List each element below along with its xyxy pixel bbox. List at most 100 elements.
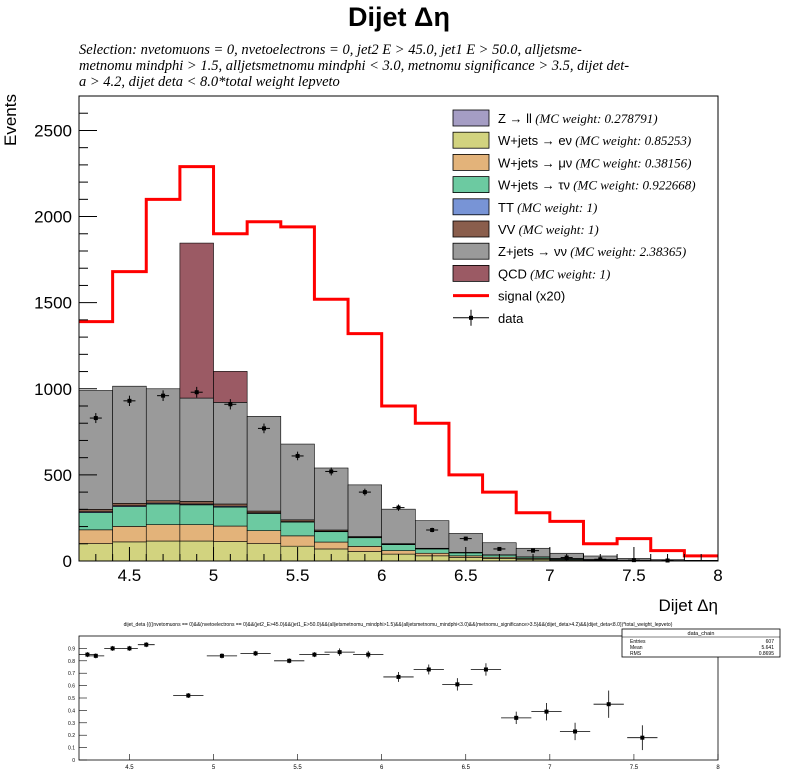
ratio-point [544,709,549,714]
legend-entry: Z → ll (MC weight: 0.278791) [498,111,658,126]
legend-swatch-wmunu [452,153,490,171]
ratio-y-tick-label: 0.1 [68,746,75,752]
legend-weight: (MC weight: 1) [515,222,598,237]
page-title: Dijet Δη [348,2,450,32]
data-point [295,453,300,458]
data-point [430,528,435,532]
x-tick-label: 6.5 [454,566,478,585]
legend-swatch-tt [452,198,490,216]
bar-vv [179,501,214,505]
bar-wtaunu [246,513,282,531]
bar-wmunu [280,535,315,547]
bar-wtaunu [280,521,315,537]
ratio-point [606,702,611,707]
legend-entry: data [498,311,524,326]
bar-wtaunu [179,504,214,525]
bar-znunu [145,388,181,502]
ratio-x-tick-label: 4.5 [125,765,134,771]
y-tick-label: 2000 [34,208,72,227]
x-tick-label: 7.5 [622,566,646,585]
bar-wtaunu [381,544,416,551]
bar-wmunu [381,550,416,555]
ratio-point [337,650,342,655]
main-histogram: 0 500 1000 1500 2000 2500 4.5 5 5.5 6 6.5 7 7.5 8 Dije… [1,94,723,615]
ratio-point [186,693,191,698]
stats-label: Mean [630,645,643,651]
bar-wtaunu [347,537,382,547]
ratio-point [396,674,401,679]
stats-value: 5.641 [761,645,774,651]
legend-swatch-data-dot [469,315,473,320]
bar-wmunu [314,541,349,550]
legend-entry: QCD (MC weight: 1) [498,266,610,281]
legend-swatch-vv [452,220,490,238]
ratio-point [514,715,519,720]
legend-label: Z+jets → νν [498,244,567,259]
x-axis-label: Dijet Δη [658,596,718,615]
ratio-point [219,653,224,658]
x-tick-label: 4.5 [118,566,142,585]
bar-wtaunu [213,506,248,527]
ratio-x-tick-label: 5 [212,765,216,771]
legend-label: signal (x20) [498,289,565,304]
ratio-point [287,658,292,663]
legend-weight: (MC weight: 0.85253) [572,133,691,148]
bar-wmunu [112,526,147,543]
x-tick-label: 7 [545,566,554,585]
data-point [396,505,401,510]
bar-vv [112,503,147,507]
ratio-point [483,667,488,672]
data-point [362,490,367,495]
data-point [161,393,166,398]
legend-swatch-wtaunu [452,176,490,194]
legend-label: W+jets → μν [498,155,572,170]
ratio-y-tick-label: 0.4 [68,708,75,714]
legend-weight: (MC weight: 2.38365) [567,244,686,259]
ratio-y-tick-label: 0.2 [68,733,75,739]
signal-line [79,165,718,558]
ratio-x-tick-label: 6 [380,765,384,771]
legend-entry: VV (MC weight: 1) [498,222,599,237]
ratio-point [93,653,98,658]
ratio-point [366,652,371,657]
selection-line: metnomu mindphi > 1.5, alljetsmetnomu mi… [79,58,630,74]
legend-entry: W+jets → τν (MC weight: 0.922668) [498,178,696,193]
selection-line: a > 4.2, dijet deta < 8.0*total weight l… [79,74,340,90]
data-point [497,546,502,551]
ratio-title: dijet_deta {(((nvetomuons == 0)&&(nvetoe… [124,622,673,628]
data-point [531,548,536,553]
legend-label: Z → ll [498,111,532,126]
ratio-point [110,646,115,651]
bar-znunu [381,508,416,544]
ratio-y-tick-label: 0.3 [68,721,75,727]
legend-label: W+jets → τν [498,178,570,193]
legend-entry: TT (MC weight: 1) [498,200,597,215]
ratio-point [144,642,149,647]
y-tick-label: 1500 [34,294,72,313]
legend-label: VV [498,222,516,237]
bar-wmunu [347,546,382,552]
stats-header: data_chain [688,631,715,637]
bar-qcd [179,242,214,399]
y-tick-label: 1000 [34,380,72,399]
ratio-y-tick-label: 0.9 [68,646,75,652]
bar-znunu [415,520,450,549]
legend-swatch-wenu [452,131,490,149]
legend-entry: W+jets → μν (MC weight: 0.38156) [498,155,691,170]
stats-box [621,628,781,658]
legend-label: TT [498,200,514,215]
ratio-point [426,667,431,672]
legend-weight: (MC weight: 0.38156) [572,155,691,170]
stats-value: 0.8695 [759,651,775,657]
bar-vv [145,500,181,504]
stats-value: 607 [766,639,775,645]
y-tick-label: 500 [44,466,72,485]
ratio-point [253,651,258,656]
legend-swatch-zll [452,109,490,127]
x-tick-label: 5 [209,566,218,585]
ratio-point [85,652,90,657]
ratio-y-tick-label: 0.7 [68,671,75,677]
bar-wtaunu [112,506,147,527]
bar-wmunu [213,525,248,542]
